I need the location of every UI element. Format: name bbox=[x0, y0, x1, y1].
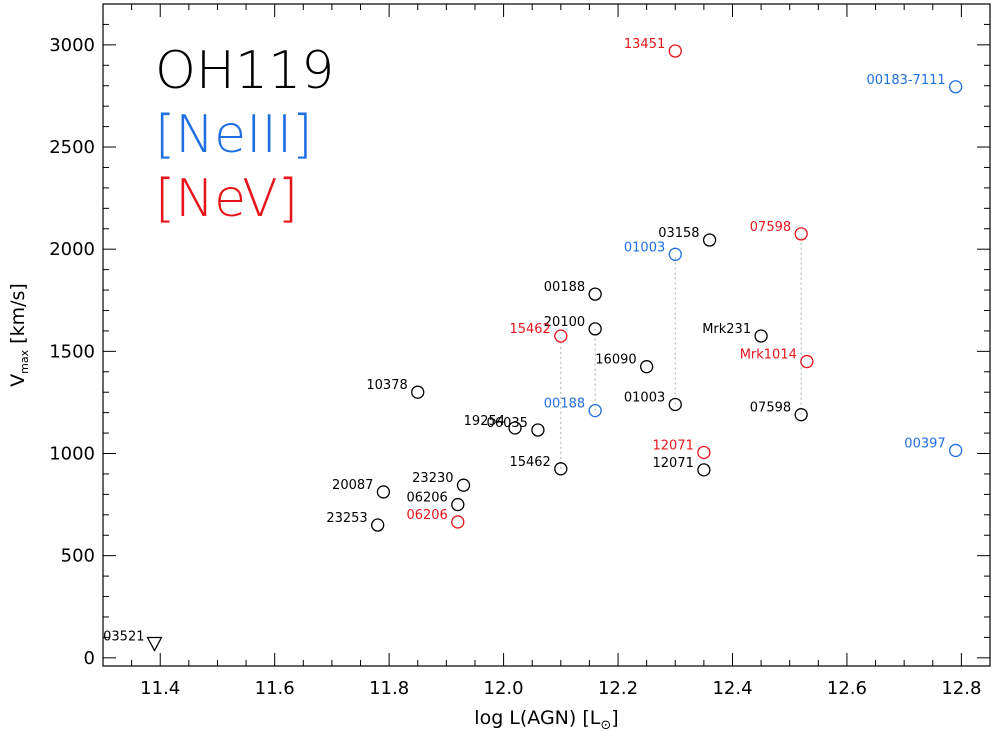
data-point bbox=[554, 329, 568, 343]
legend-entry: [NeV] bbox=[155, 169, 298, 229]
point-label: 15462 bbox=[509, 455, 550, 470]
point-label: 20087 bbox=[332, 478, 373, 493]
y-tick-label: 3000 bbox=[49, 35, 95, 56]
point-label: 15462 bbox=[509, 322, 550, 337]
data-point bbox=[456, 478, 471, 492]
point-label: 07598 bbox=[750, 220, 791, 235]
x-tick-label: 11.8 bbox=[369, 678, 409, 699]
point-label: 12071 bbox=[653, 438, 694, 453]
point-label: 07598 bbox=[750, 401, 791, 416]
data-point bbox=[588, 287, 602, 301]
data-point bbox=[702, 233, 717, 247]
data-point bbox=[668, 44, 682, 58]
data-point bbox=[668, 247, 682, 261]
point-label: 01003 bbox=[624, 240, 665, 255]
x-tick-label: 12.6 bbox=[827, 678, 867, 699]
data-point bbox=[588, 322, 602, 336]
point-label: 10378 bbox=[366, 378, 407, 393]
point-label: 00188 bbox=[544, 397, 585, 412]
point-label: 23230 bbox=[412, 471, 453, 486]
data-point bbox=[949, 443, 963, 458]
data-point bbox=[697, 445, 711, 460]
point-label: 00397 bbox=[904, 436, 945, 451]
point-label: 12071 bbox=[653, 456, 694, 471]
point-label: 19254 bbox=[464, 414, 505, 429]
point-label: 16090 bbox=[595, 353, 636, 368]
x-tick-label: 12.4 bbox=[712, 678, 752, 699]
y-tick-label: 0 bbox=[84, 648, 95, 669]
y-tick-label: 1000 bbox=[49, 444, 95, 465]
data-point bbox=[508, 421, 522, 435]
point-label: 03158 bbox=[658, 226, 699, 241]
data-point bbox=[697, 463, 711, 477]
y-axis-label: Vmax [km/s] bbox=[7, 283, 31, 387]
data-point bbox=[800, 354, 814, 369]
axis-ticks: 11.4 11.6 11.8 12.0 12.2 12.4 12.6 12.8 0 500 1000… bbox=[49, 3, 991, 699]
point-label: 06206 bbox=[406, 508, 447, 523]
data-point bbox=[588, 403, 602, 418]
plot-frame bbox=[102, 3, 991, 667]
point-label: 00183-7111 bbox=[867, 73, 946, 88]
point-label: 06206 bbox=[406, 491, 447, 506]
data-point bbox=[451, 497, 465, 512]
data-point bbox=[371, 518, 385, 532]
y-tick-label: 2000 bbox=[49, 239, 95, 260]
data-point bbox=[668, 397, 682, 412]
data-point bbox=[754, 329, 768, 343]
legend-entry: [NeIII] bbox=[155, 105, 312, 165]
y-tick-label: 1500 bbox=[49, 341, 95, 362]
legend-entry: OH119 bbox=[155, 41, 334, 101]
point-label: 01003 bbox=[624, 390, 665, 405]
x-tick-label: 11.4 bbox=[140, 678, 180, 699]
x-tick-label: 12.2 bbox=[598, 678, 638, 699]
data-point bbox=[639, 360, 654, 374]
data-point bbox=[949, 80, 963, 94]
point-label: 20100 bbox=[544, 315, 585, 330]
y-tick-label: 2500 bbox=[49, 137, 95, 158]
x-tick-label: 12.0 bbox=[484, 678, 524, 699]
point-label: 00188 bbox=[544, 280, 585, 295]
data-point bbox=[794, 408, 808, 422]
connector-lines bbox=[560, 233, 802, 469]
data-point bbox=[146, 636, 163, 652]
data-point bbox=[376, 485, 391, 499]
data-points: 03521 23253 20087 06206 23230 10378 1925406035… bbox=[103, 37, 963, 652]
x-axis-label: log L(AGN) [L⊙] bbox=[474, 707, 618, 732]
point-label: Mrk231 bbox=[702, 322, 751, 337]
legend: OH119[NeIII][NeV] bbox=[155, 41, 334, 229]
point-label: 13451 bbox=[624, 37, 665, 52]
data-point bbox=[794, 227, 808, 241]
data-point bbox=[451, 515, 465, 529]
x-tick-label: 12.8 bbox=[941, 678, 981, 699]
point-label: Mrk1014 bbox=[740, 348, 797, 363]
x-tick-label: 11.6 bbox=[255, 678, 295, 699]
plot-border bbox=[102, 3, 991, 667]
point-label: 03521 bbox=[103, 630, 144, 645]
data-point bbox=[411, 385, 425, 399]
data-point bbox=[554, 462, 568, 476]
point-label: 06035 bbox=[487, 416, 528, 431]
y-tick-label: 500 bbox=[61, 546, 95, 567]
data-point bbox=[531, 423, 545, 437]
point-label: 23253 bbox=[326, 511, 367, 526]
